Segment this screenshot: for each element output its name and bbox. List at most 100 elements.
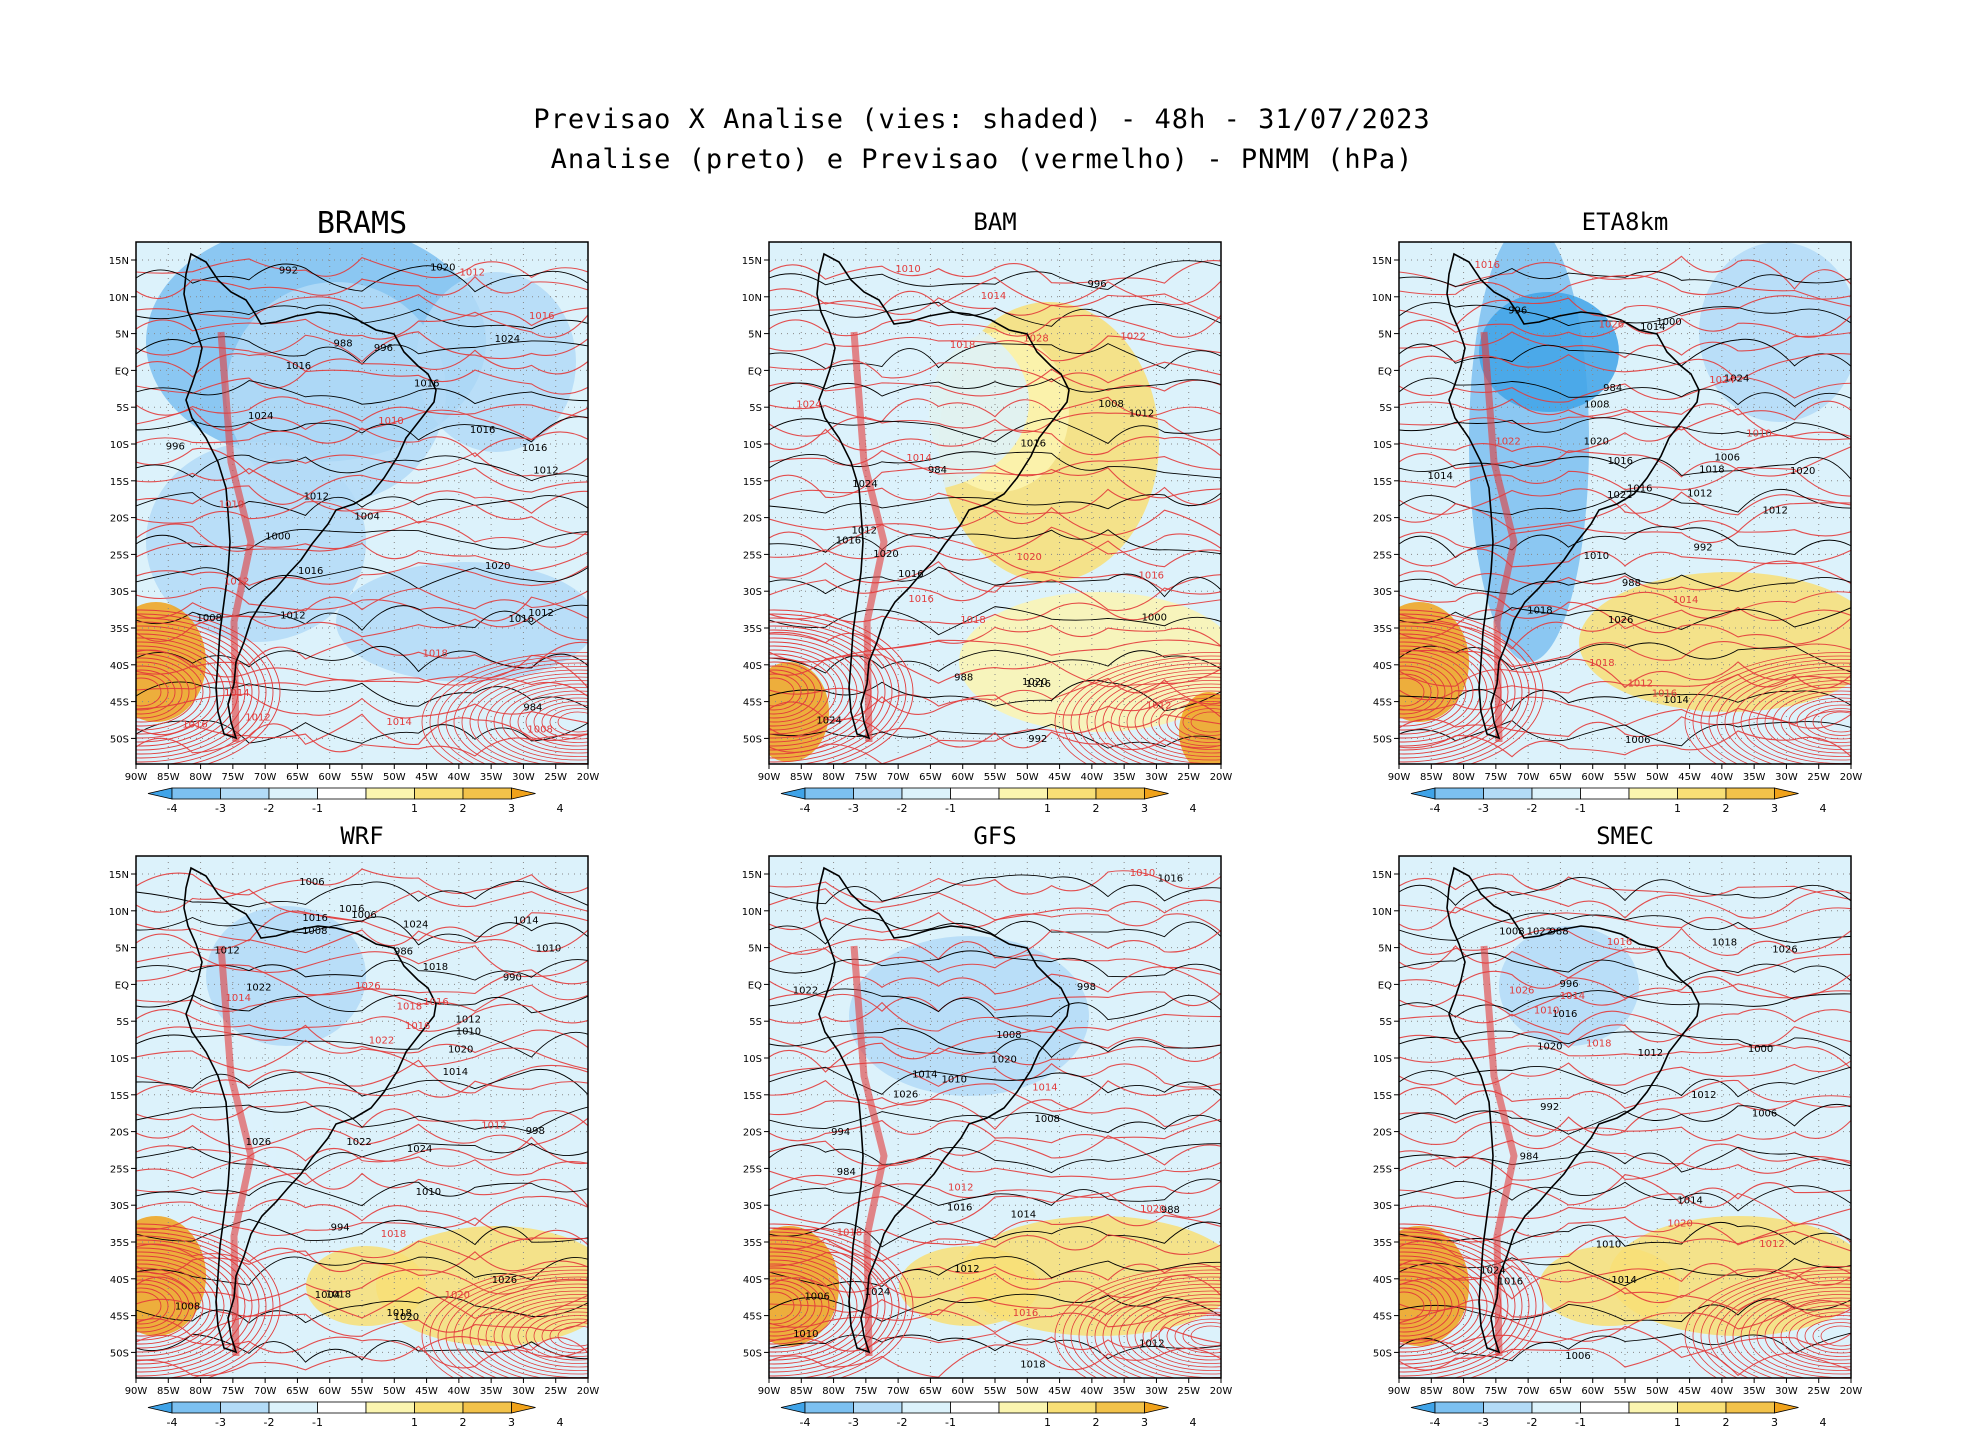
figure-title-line2: Analise (preto) e Previsao (vermelho) - …: [550, 144, 1414, 175]
forecast-isobar: [1070, 659, 1221, 764]
colorbar-segment: [171, 1401, 221, 1414]
analysis-isobar: [1399, 1181, 1851, 1212]
analysis-isobar: [136, 1104, 588, 1133]
analysis-isobar: [136, 566, 588, 591]
colorbar-segment: [1434, 1401, 1484, 1414]
colorbar-label: 2: [460, 802, 467, 815]
bias-area: [1539, 1246, 1679, 1326]
analysis-isobar-label: 1022: [793, 986, 818, 997]
colorbar-label: -2: [1527, 1416, 1538, 1429]
forecast-isobar-label: 1018: [837, 1228, 862, 1239]
analysis-isobar-label: 1010: [416, 1187, 441, 1198]
forecast-isobar: [136, 1239, 253, 1373]
forecast-isobar: [1150, 694, 1221, 750]
lat-label: 25S: [743, 1164, 762, 1175]
colorbar-label: 3: [1771, 1416, 1778, 1429]
forecast-isobar: [769, 1118, 1221, 1144]
forecast-isobar: [136, 638, 588, 669]
lon-label: 30W: [1775, 772, 1798, 783]
lon-label: 70W: [1517, 1386, 1540, 1397]
lon-label: 20W: [577, 772, 600, 783]
lon-label: 20W: [1210, 772, 1233, 783]
lat-label: 50S: [743, 734, 762, 745]
south-america-coastline: [816, 866, 1070, 1354]
forecast-isobar: [1399, 1268, 1851, 1300]
forecast-isobar-label: 1012: [1759, 1239, 1784, 1250]
forecast-isobar: [136, 586, 588, 612]
lon-label: 80W: [189, 1386, 212, 1397]
lon-label: 90W: [1388, 772, 1411, 783]
forecast-isobar: [1399, 641, 1488, 743]
lat-label: 25S: [1373, 1164, 1392, 1175]
forecast-isobar: [136, 1117, 588, 1150]
colorbar-segment: [1483, 1401, 1533, 1414]
colorbar-label: -3: [215, 802, 226, 815]
lon-label: 80W: [1452, 772, 1475, 783]
forecast-isobar: [769, 1267, 837, 1345]
forecast-isobar: [769, 621, 893, 763]
analysis-isobar: [136, 528, 588, 550]
andes-contours: [217, 331, 255, 743]
analysis-isobar-label: 1014: [1640, 322, 1665, 333]
lon-label: 65W: [919, 772, 942, 783]
lat-label: 10S: [1373, 1054, 1392, 1065]
colorbar-segment: [220, 787, 270, 800]
forecast-isobar: [1399, 1263, 1474, 1349]
analysis-isobar-label: 1018: [1020, 1360, 1045, 1371]
colorbar-segment: [365, 787, 415, 800]
south-america-coastline: [183, 866, 437, 1354]
analysis-isobar-label: 1022: [346, 1137, 371, 1148]
analysis-isobar: [1399, 688, 1851, 712]
forecast-isobar: [136, 677, 162, 707]
forecast-isobar: [1399, 1259, 1851, 1283]
lat-label: 5N: [1378, 944, 1392, 955]
lat-label: 5S: [116, 403, 129, 414]
forecast-isobar: [136, 649, 211, 735]
forecast-isobar: [477, 1290, 588, 1378]
analysis-isobar: [1399, 1257, 1851, 1287]
analysis-isobar-label: 1008: [1034, 1114, 1059, 1125]
analysis-isobar-label: 1016: [298, 566, 323, 577]
colorbar-label: 2: [460, 1416, 467, 1429]
forecast-isobar: [1399, 983, 1851, 1017]
colorbar-segment: [950, 1401, 1000, 1414]
lat-label: 15S: [110, 477, 129, 488]
map-svg: 1012 1014 1016 1018 1020 1022 1024 1026 1016 1014…: [742, 855, 1232, 1429]
forecast-isobar: [769, 1025, 1221, 1054]
colorbar-label: -3: [215, 1416, 226, 1429]
colorbar-segment: [901, 1401, 951, 1414]
analysis-isobar: [769, 417, 1221, 444]
lat-label: 35S: [1373, 624, 1392, 635]
analysis-isobar-label: 1016: [1552, 1009, 1577, 1020]
lat-label: EQ: [115, 366, 129, 377]
forecast-isobar: [541, 704, 588, 740]
colorbar-label: 4: [1190, 1416, 1197, 1429]
forecast-isobar: [1399, 1279, 1446, 1333]
forecast-isobar: [1772, 1304, 1851, 1368]
forecast-isobar: [445, 662, 588, 764]
analysis-isobar: [136, 1181, 588, 1207]
colorbar-label: -4: [167, 802, 178, 815]
lon-label: 40W: [1081, 772, 1104, 783]
colorbar-segment: [1434, 787, 1484, 800]
forecast-isobar: [136, 467, 588, 498]
forecast-isobar: [1126, 683, 1221, 761]
analysis-isobar: [136, 454, 588, 482]
colorbar-label: -2: [897, 1416, 908, 1429]
forecast-isobar: [421, 1266, 588, 1378]
lon-label: 25W: [1177, 1386, 1200, 1397]
forecast-isobar: [136, 1223, 281, 1378]
forecast-isobar: [1399, 1079, 1851, 1109]
analysis-isobar-label: 1022: [1527, 926, 1552, 937]
forecast-isobar: [769, 1235, 893, 1377]
forecast-isobar: [1399, 669, 1439, 715]
lon-label: 75W: [1485, 772, 1508, 783]
lat-label: 10N: [1372, 907, 1392, 918]
forecast-isobar-label: 1026: [1509, 986, 1534, 997]
lon-label: 45W: [1678, 1386, 1701, 1397]
forecast-isobar: [509, 1304, 588, 1368]
forecast-isobar: [136, 615, 588, 643]
forecast-isobar: [769, 677, 795, 707]
bias-area: [1499, 926, 1639, 1046]
forecast-isobar: [1740, 676, 1851, 764]
